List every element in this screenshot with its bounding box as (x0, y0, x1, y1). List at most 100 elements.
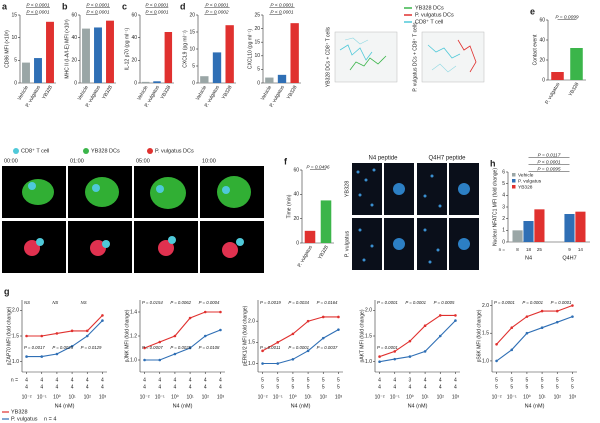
y-tick-label: 20 (539, 57, 545, 63)
cell (222, 186, 230, 194)
data-point (291, 332, 295, 336)
y-tick-label: 0 (296, 240, 299, 246)
p-value: P < 0.0001 (205, 2, 228, 8)
panel-label: f (284, 156, 288, 166)
x-tick-label: 10¹ (304, 394, 312, 400)
y-tick-label: 1.0 (365, 359, 372, 365)
data-point (378, 355, 381, 358)
bar (34, 58, 42, 83)
y-axis-label: MHC II (I-A/I-E) MFI (×10³) (64, 19, 70, 79)
data-point (438, 314, 442, 317)
n-label: 5 (526, 384, 529, 390)
y-axis-label: pJNK MFI (fold change) (124, 309, 130, 362)
n-label: 4 (40, 377, 43, 383)
y-tick-label: 2 (502, 216, 505, 222)
p-value: P = 0.0001 (405, 300, 426, 305)
nuclei (356, 168, 470, 264)
cell (22, 179, 54, 205)
bar (22, 62, 30, 83)
bar (290, 23, 299, 83)
legend-swatch (147, 148, 153, 154)
n-label: 9 (568, 247, 571, 252)
n-label: 5 (337, 377, 340, 383)
n-label: 4 (204, 384, 207, 390)
x-axis-label: N4 (nM) (408, 403, 428, 409)
data-point (25, 334, 28, 338)
n-label: 4 (158, 377, 161, 383)
data-point (495, 359, 498, 363)
n-label: 4 (143, 377, 146, 383)
n-label: 4 (40, 384, 43, 390)
bar (200, 76, 209, 83)
panel-label: a (2, 1, 8, 11)
data-point (525, 331, 529, 335)
y-tick-label: 0 (542, 77, 545, 83)
x-axis-label: N4 (nM) (291, 403, 311, 409)
cell (85, 177, 119, 207)
data-point (454, 319, 457, 322)
p-value: P = 0.0001 (494, 300, 515, 305)
n-label: 18 (526, 247, 532, 252)
bar (523, 221, 534, 242)
cell (156, 185, 164, 193)
data-point (408, 355, 412, 358)
series-line (496, 304, 573, 345)
x-tick-label: 10⁰ (289, 394, 297, 400)
y-tick-label: 1.0 (12, 359, 19, 365)
n-label: 4 (143, 384, 146, 390)
legend-swatch (512, 185, 516, 189)
y-tick-label: 60 (131, 12, 137, 18)
data-point (158, 340, 162, 344)
data-point (101, 319, 104, 322)
track (349, 55, 387, 71)
y-tick-label: 1.5 (12, 333, 19, 339)
x-tick-label: 10⁻² (258, 394, 268, 400)
time-label: 10:00 (202, 158, 216, 164)
x-tick-label: 10⁻² (492, 394, 502, 400)
x-tick-label: 10⁻¹ (507, 394, 517, 400)
n-label: 14 (578, 247, 584, 252)
y-tick-label: 0 (502, 239, 505, 245)
n-label: 5 (261, 384, 264, 390)
p-value: P = 0.0164 (317, 300, 338, 305)
legend-label: P. vulgatus (11, 416, 38, 422)
bar (564, 214, 575, 242)
x-tick-label: 10¹ (186, 394, 194, 400)
data-point (276, 362, 280, 365)
h-images: N4 peptide Q4H7 peptide YB328 P. vulgatu… (344, 156, 479, 270)
p-value: P = 0.0017 (24, 345, 45, 350)
data-point (219, 310, 222, 314)
data-point (261, 362, 264, 365)
cell (28, 182, 36, 190)
y-tick-label: 1.5 (365, 333, 372, 339)
n-label: 4 (204, 377, 207, 383)
n-label: 5 (556, 384, 559, 390)
n-label: 4 (86, 377, 89, 383)
n-label: n = (499, 247, 506, 252)
n-label: 4 (56, 377, 59, 383)
track (431, 63, 457, 73)
legend-label: YB328 (518, 184, 533, 190)
track (339, 44, 373, 61)
legend-label: P. vulgatus DCs (415, 12, 454, 18)
x-tick-label: 10² (554, 394, 562, 400)
bar (46, 21, 54, 83)
y-tick-label: 60 (71, 12, 77, 18)
time-label: 00:00 (4, 158, 18, 164)
p-value: P < 0.0001 (26, 9, 49, 15)
data-point (555, 320, 559, 324)
n-label: 5 (322, 384, 325, 390)
x-tick-label: 10⁰ (171, 394, 179, 400)
series-line (496, 316, 573, 362)
data-point (173, 334, 177, 338)
y-tick-label: 15 (11, 12, 17, 18)
x-axis-label: N4 (nM) (55, 403, 75, 409)
data-point (306, 319, 310, 323)
bar (212, 52, 222, 83)
panel-label: e (530, 6, 535, 16)
data-point (321, 336, 325, 340)
n-label: 5 (571, 384, 574, 390)
data-point (70, 329, 74, 333)
bar (153, 81, 161, 83)
